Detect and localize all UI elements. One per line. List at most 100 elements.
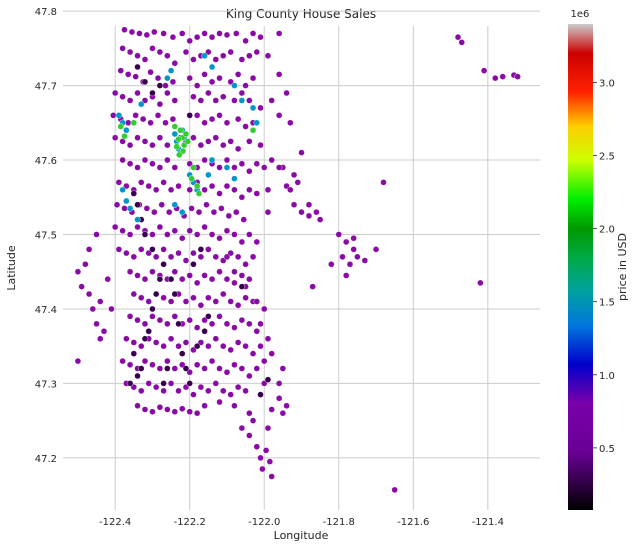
scatter-point bbox=[171, 97, 178, 104]
scatter-point bbox=[257, 454, 264, 462]
scatter-point bbox=[262, 447, 270, 454]
scatter-point bbox=[130, 190, 138, 197]
colorbar-tick-label: 2.0 bbox=[599, 225, 615, 236]
scatter-point bbox=[253, 443, 260, 450]
scatter-point bbox=[97, 298, 104, 305]
scatter-point bbox=[193, 279, 201, 287]
scatter-point bbox=[253, 160, 260, 167]
scatter-point bbox=[197, 302, 205, 309]
y-tick-label: 47.7 bbox=[35, 82, 57, 93]
scatter-point bbox=[246, 138, 253, 145]
scatter-point bbox=[242, 261, 249, 268]
scatter-point bbox=[201, 328, 208, 335]
scatter-point bbox=[242, 387, 249, 395]
scatter-point bbox=[134, 63, 141, 71]
scatter-point bbox=[238, 272, 246, 279]
scatter-point bbox=[145, 182, 152, 190]
scatter-point bbox=[220, 342, 227, 350]
chart-title: King County House Sales bbox=[226, 7, 376, 21]
scatter-point bbox=[143, 31, 151, 39]
scatter-point bbox=[477, 279, 484, 287]
scatter-point bbox=[238, 283, 246, 290]
scatter-point bbox=[173, 143, 180, 150]
y-tick-label: 47.5 bbox=[35, 230, 57, 241]
scatter-point bbox=[231, 186, 238, 194]
scatter-point bbox=[313, 208, 320, 216]
scatter-point bbox=[290, 171, 298, 179]
scatter-point bbox=[240, 216, 247, 223]
scatter-point bbox=[343, 238, 350, 246]
scatter-point bbox=[126, 205, 134, 212]
scatter-point bbox=[231, 97, 238, 104]
scatter-point bbox=[391, 486, 398, 494]
scatter-point bbox=[197, 246, 205, 253]
scatter-point bbox=[253, 48, 260, 56]
scatter-point bbox=[339, 253, 346, 261]
scatter-point bbox=[149, 361, 156, 368]
scatter-point bbox=[268, 473, 275, 480]
scatter-point bbox=[227, 391, 234, 398]
scatter-point bbox=[201, 402, 208, 409]
scatter-point bbox=[164, 52, 171, 59]
scatter-point bbox=[138, 100, 145, 108]
scatter-point bbox=[149, 89, 156, 97]
scatter-point bbox=[132, 73, 139, 80]
scatter-point bbox=[164, 357, 171, 365]
scatter-point bbox=[179, 30, 186, 37]
scatter-point bbox=[238, 238, 246, 246]
scatter-point bbox=[279, 365, 287, 372]
scatter-point bbox=[193, 33, 201, 41]
scatter-point bbox=[234, 71, 242, 78]
scatter-point bbox=[257, 320, 264, 328]
scatter-point bbox=[259, 465, 266, 473]
scatter-point bbox=[141, 406, 149, 413]
scatter-point bbox=[111, 134, 119, 141]
scatter-point bbox=[264, 52, 272, 59]
x-tick-label: -121.4 bbox=[472, 517, 504, 528]
scatter-point bbox=[104, 275, 111, 283]
scatter-point bbox=[246, 432, 253, 439]
scatter-point bbox=[246, 97, 253, 104]
scatter-point bbox=[152, 253, 160, 261]
scatter-point bbox=[205, 246, 212, 253]
scatter-point bbox=[261, 357, 268, 365]
scatter-point bbox=[175, 342, 182, 350]
scatter-point bbox=[171, 227, 178, 234]
scatter-point bbox=[149, 313, 156, 320]
scatter-point bbox=[171, 290, 178, 298]
scatter-point bbox=[205, 342, 212, 350]
scatter-point bbox=[261, 164, 268, 171]
scatter-point bbox=[190, 391, 197, 398]
scatter-point bbox=[238, 194, 246, 201]
scatter-point bbox=[283, 89, 290, 97]
scatter-point bbox=[242, 123, 249, 130]
scatter-point bbox=[117, 67, 124, 74]
scatter-point bbox=[246, 320, 253, 328]
scatter-point bbox=[166, 208, 173, 216]
scatter-point bbox=[249, 417, 257, 424]
scatter-point bbox=[141, 56, 149, 63]
scatter-point bbox=[152, 186, 160, 194]
data-points bbox=[74, 26, 521, 494]
scatter-point bbox=[160, 342, 167, 350]
scatter-point bbox=[108, 305, 115, 313]
scatter-point bbox=[164, 406, 171, 413]
colorbar-multiplier: 1e6 bbox=[571, 9, 590, 20]
scatter-point bbox=[186, 186, 193, 194]
scatter-point bbox=[149, 141, 156, 149]
scatter-point bbox=[130, 350, 138, 357]
scatter-point bbox=[149, 45, 156, 52]
scatter-point bbox=[182, 130, 190, 138]
scatter-point bbox=[216, 398, 223, 406]
scatter-point bbox=[231, 279, 238, 287]
scatter-point bbox=[223, 320, 231, 328]
scatter-point bbox=[182, 257, 190, 264]
scatter-point bbox=[171, 130, 178, 138]
scatter-point bbox=[179, 235, 186, 242]
scatter-point bbox=[141, 156, 149, 164]
scatter-point bbox=[223, 182, 231, 190]
scatter-point bbox=[167, 380, 175, 387]
scatter-point bbox=[141, 335, 149, 342]
scatter-point bbox=[141, 78, 149, 86]
scatter-point bbox=[234, 383, 242, 391]
